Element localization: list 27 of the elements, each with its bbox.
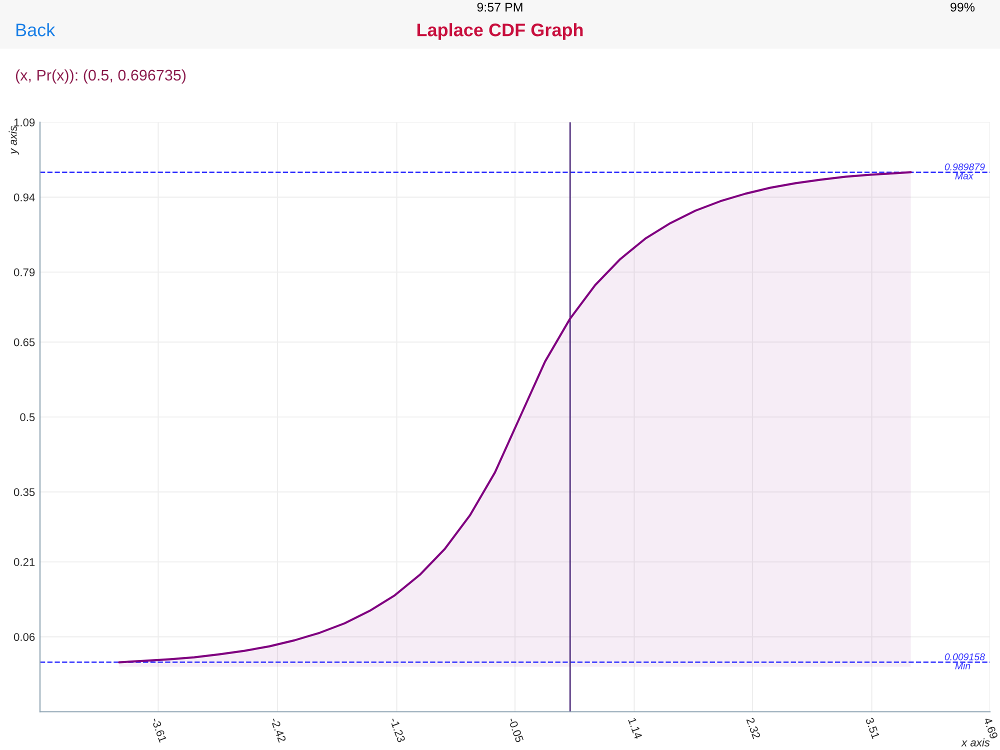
y-tick-label: 0.65 bbox=[14, 338, 35, 346]
x-tick-label: 3.51 bbox=[865, 717, 880, 740]
y-tick-label: 0.5 bbox=[20, 413, 35, 422]
text: 99% bbox=[950, 2, 975, 12]
x-tick-label: 1.14 bbox=[628, 718, 642, 740]
x-axis-title: x axis bbox=[961, 738, 990, 746]
x-tick-label: 4.69 bbox=[984, 716, 998, 740]
y-tick-label: 0.35 bbox=[14, 488, 35, 496]
chart-title: Laplace CDF Graph bbox=[417, 23, 583, 40]
x-tick-label: -2.42 bbox=[270, 717, 286, 743]
y-tick-label: 0.21 bbox=[14, 558, 35, 566]
y-tick-label: 0.06 bbox=[14, 633, 35, 641]
y-tick-label: 1.09 bbox=[14, 118, 35, 126]
y-tick-label: 0.79 bbox=[14, 268, 35, 276]
x-tick-label: -1.23 bbox=[390, 717, 406, 743]
x-tick-label: -0.05 bbox=[508, 717, 524, 743]
ref-line-label: Max bbox=[955, 172, 974, 180]
x-tick-label: 2.32 bbox=[746, 717, 761, 740]
ref-line-label: Min bbox=[955, 662, 970, 670]
text: 9:57 PM bbox=[477, 2, 522, 12]
text: Back bbox=[16, 23, 56, 36]
y-axis-title: y axis bbox=[8, 126, 20, 155]
annotation: 0.989879 bbox=[944, 163, 985, 170]
annotation: 0.009158 bbox=[944, 653, 985, 660]
chart-subtitle: (x, Pr(x)): (0.5, 0.696735) bbox=[16, 69, 186, 84]
y-tick-label: 0.94 bbox=[14, 193, 35, 202]
x-tick-label: -3.61 bbox=[151, 717, 167, 743]
